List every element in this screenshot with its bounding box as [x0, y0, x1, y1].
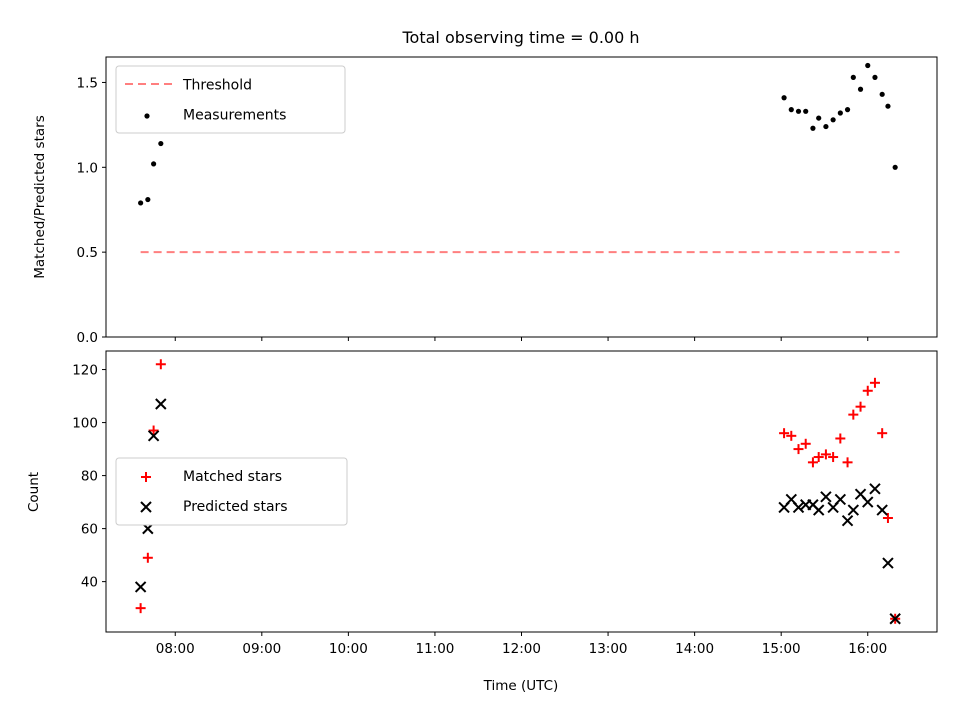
bottom-legend: Matched stars Predicted stars [115, 457, 348, 526]
matched-star-point [869, 377, 880, 388]
bottom-y-tick-label: 80 [81, 469, 98, 485]
measurement-point [810, 125, 816, 131]
predicted-star-point [876, 504, 888, 516]
bottom-plot-area [134, 359, 901, 625]
measurement-point [885, 103, 891, 109]
top-y-axis-label: Matched/Predicted stars [32, 115, 48, 278]
x-tick-label: 09:00 [242, 641, 281, 657]
measurement-point [850, 74, 856, 80]
x-tick-label: 11:00 [415, 641, 454, 657]
measurements-legend-swatch [144, 113, 150, 119]
predicted-star-point [834, 493, 847, 506]
top-legend: Threshold Measurements [115, 65, 346, 134]
bottom-y-axis-label: Count [26, 472, 42, 512]
predicted-star-point [820, 491, 832, 503]
predicted-legend-marker [140, 501, 152, 513]
matched-star-point [855, 401, 866, 412]
x-tick-label: 08:00 [156, 641, 195, 657]
measurement-point [830, 117, 836, 123]
predicted-star-point [155, 398, 167, 410]
matched-star-point [807, 457, 818, 468]
matched-star-point [835, 433, 846, 444]
measurement-point [872, 74, 878, 80]
matched-star-point [786, 430, 797, 441]
matched-star-point [148, 425, 159, 436]
matched-star-point [842, 457, 853, 468]
matched-star-point [813, 452, 824, 463]
threshold-legend-label: Threshold [182, 78, 252, 94]
measurement-point [145, 196, 151, 203]
x-tick-label: 12:00 [502, 641, 541, 657]
bottom-y-tick-label: 100 [72, 416, 98, 432]
matched-legend-swatch [141, 472, 151, 482]
measurement-point [138, 200, 144, 206]
matched-legend-marker [141, 472, 151, 482]
predicted-star-point [869, 483, 881, 495]
matched-star-point [155, 359, 166, 370]
predicted-star-point [847, 504, 860, 516]
measurement-point [837, 110, 843, 116]
top-y-tick-label: 0.0 [77, 330, 98, 346]
measurement-point [795, 108, 802, 114]
measurement-point [158, 140, 164, 147]
top-panel: 0.0 0.5 1.0 1.5 Matched/Predicted stars Thr… [32, 56, 938, 346]
bottom-y-tick-label: 60 [81, 522, 98, 538]
matched-star-point [882, 513, 893, 524]
predicted-star-point [889, 613, 901, 625]
matched-star-point [848, 409, 859, 420]
matched-star-point [828, 452, 839, 463]
measurement-point [781, 95, 787, 101]
measurement-point [857, 86, 864, 92]
matched-legend-label: Matched stars [183, 469, 282, 485]
matched-star-point [135, 603, 146, 614]
measurement-point [879, 91, 885, 97]
x-tick-label: 10:00 [329, 641, 368, 657]
measurement-point [151, 161, 157, 167]
x-tick-label: 14:00 [675, 641, 714, 657]
predicted-star-point [792, 501, 805, 514]
measurement-point [788, 107, 794, 113]
bottom-legend-box [115, 457, 348, 526]
x-tick-label: 13:00 [589, 641, 628, 657]
matched-star-point [779, 428, 790, 439]
measurement-point [844, 107, 851, 113]
x-tick-label: 16:00 [848, 641, 887, 657]
predicted-star-point [134, 581, 147, 593]
predicted-star-point [882, 557, 894, 569]
measurement-point [865, 62, 871, 69]
measurement-point [823, 123, 829, 130]
top-y-tick-label: 1.0 [77, 160, 98, 176]
matched-star-point [820, 449, 831, 460]
top-legend-box [115, 65, 346, 134]
predicted-star-point [841, 514, 854, 527]
top-x-ticks [174, 337, 869, 341]
top-y-tick-label: 0.5 [77, 245, 98, 261]
predicted-star-point [862, 496, 874, 508]
top-y-ticks: 0.0 0.5 1.0 1.5 [77, 75, 106, 346]
predicted-legend-swatch [140, 501, 152, 513]
measurement-point [816, 115, 822, 121]
measurements-legend-label: Measurements [183, 108, 286, 124]
bottom-x-ticks: 08:00 09:00 10:00 11:00 12:00 13:00 14:00 15:00… [156, 632, 887, 657]
x-axis-label: Time (UTC) [483, 678, 559, 694]
matched-star-point [142, 552, 153, 563]
x-tick-label: 15:00 [762, 641, 801, 657]
top-y-tick-label: 1.5 [77, 75, 98, 91]
matched-star-point [800, 438, 811, 449]
top-plot-area [138, 62, 900, 254]
chart-title: Total observing time = 0.00 h [401, 28, 639, 47]
predicted-star-point [812, 504, 825, 516]
predicted-legend-label: Predicted stars [183, 499, 288, 515]
bottom-y-ticks: 40 60 80 100 120 [72, 363, 106, 591]
matched-star-point [793, 444, 804, 455]
matched-star-point [877, 428, 888, 439]
matched-star-point [862, 385, 873, 396]
bottom-y-tick-label: 40 [81, 575, 98, 591]
bottom-panel: 40 60 80 100 120 08:00 09:00 10:00 11:00 12:00 13… [26, 350, 938, 694]
measurement-point [803, 108, 809, 114]
measurement-point [892, 164, 898, 170]
bottom-y-tick-label: 120 [72, 363, 98, 379]
predicted-star-point [147, 430, 160, 442]
